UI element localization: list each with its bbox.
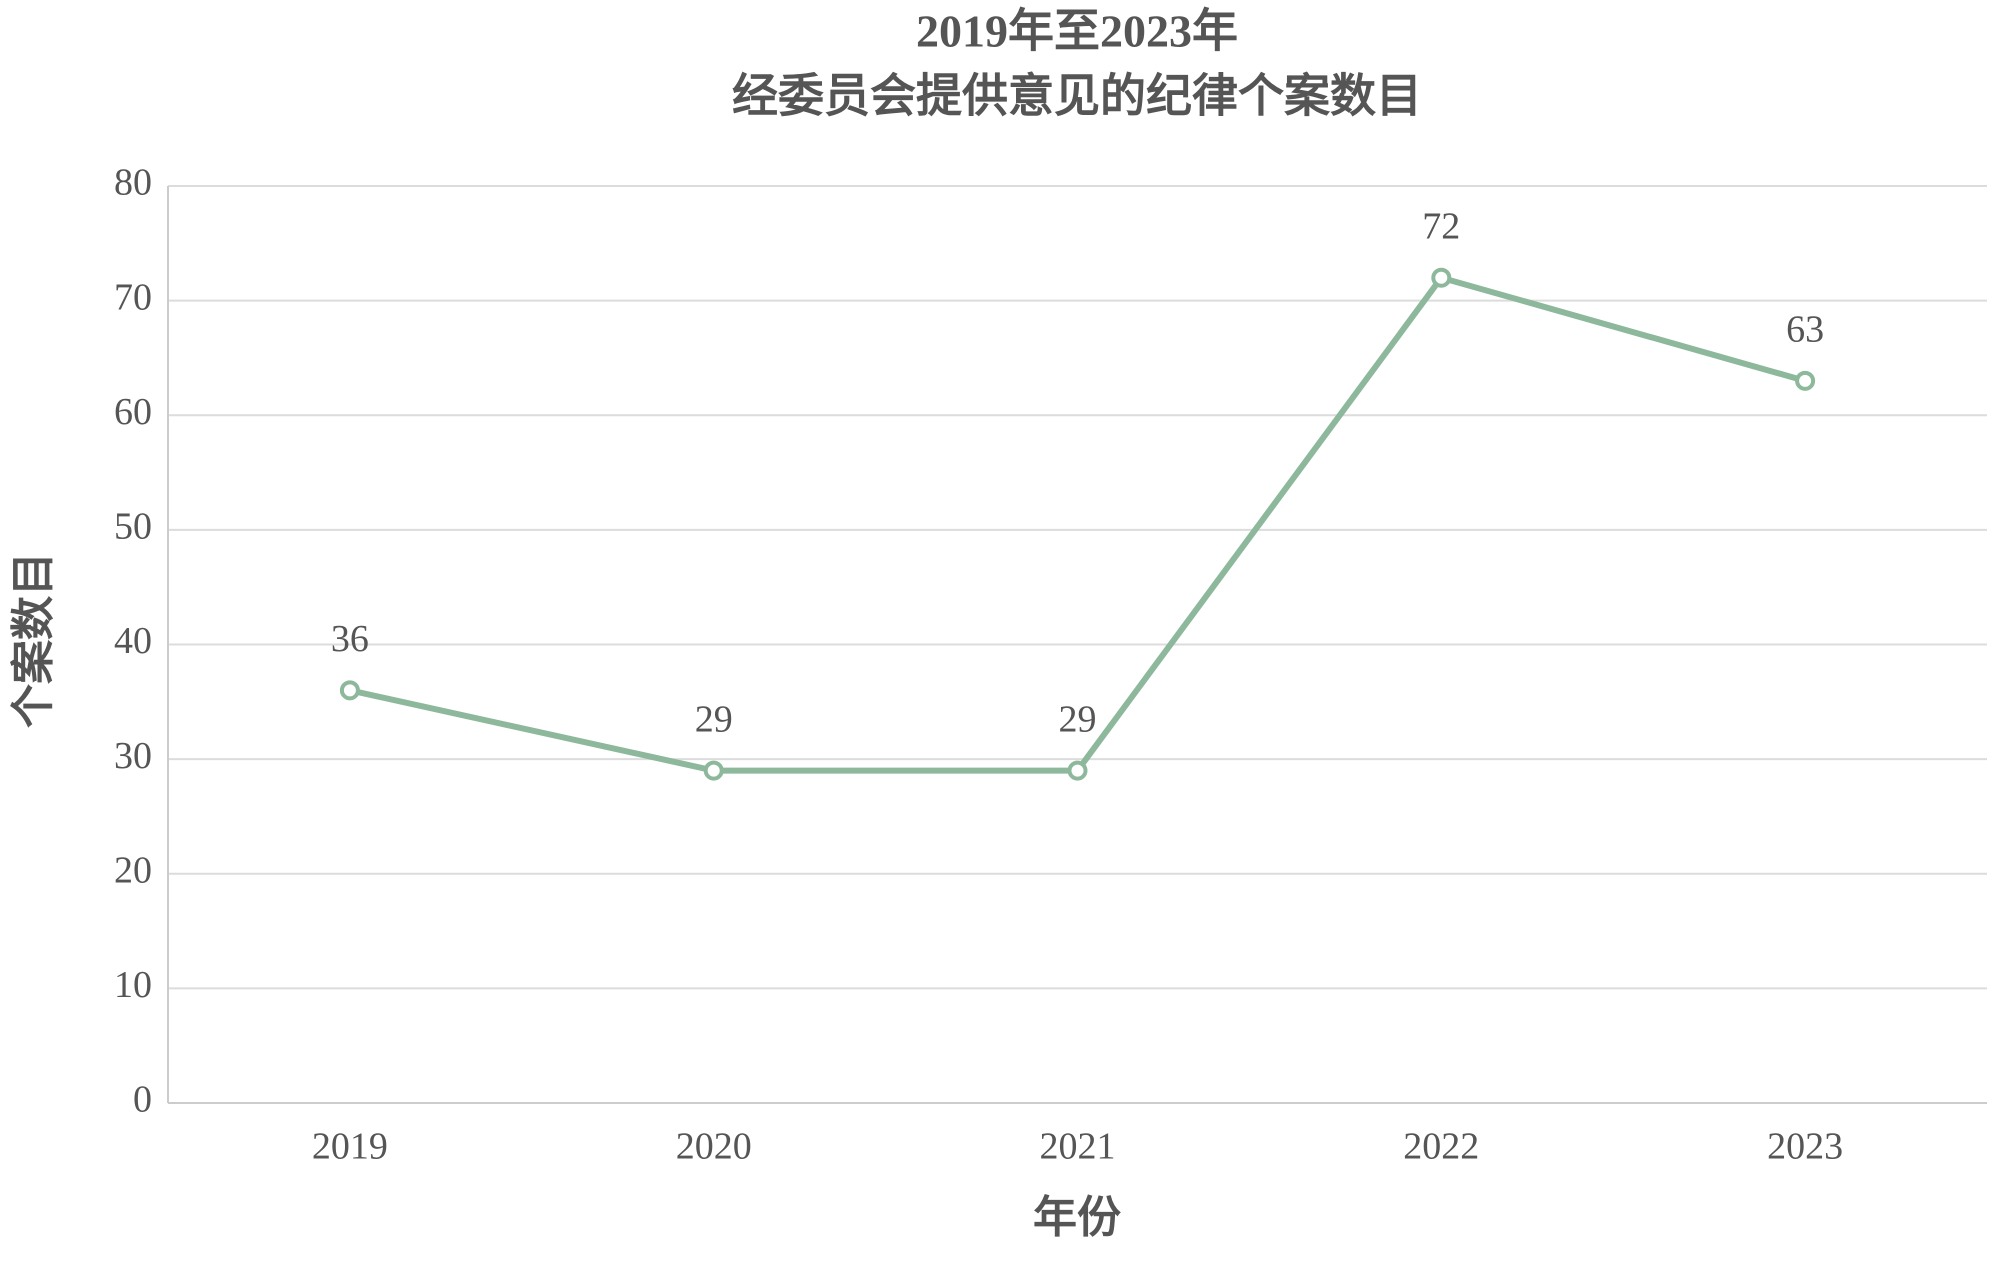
x-tick-label: 2022 [1403, 1126, 1479, 1168]
data-label: 36 [331, 618, 369, 660]
chart-title: 经委员会提供意见的纪律个案数目 [732, 71, 1422, 122]
y-tick-label: 70 [114, 276, 152, 318]
y-tick-label: 20 [114, 849, 152, 891]
y-tick-label: 80 [114, 162, 152, 204]
data-label: 63 [1786, 309, 1824, 351]
line [349, 274, 1806, 774]
marker [1795, 370, 1816, 391]
y-tick-label: 60 [114, 391, 152, 433]
y-tick-label: 50 [114, 506, 152, 548]
data-label: 29 [695, 698, 733, 740]
y-axis-title: 个案数目 [9, 552, 58, 728]
x-tick-label: 2019 [312, 1126, 388, 1168]
y-tick-label: 10 [114, 964, 152, 1006]
y-tick-label: 40 [114, 620, 152, 662]
y-tick-label: 30 [114, 735, 152, 777]
data-label: 29 [1059, 698, 1097, 740]
data-label: 72 [1422, 205, 1460, 247]
x-axis-title: 年份 [1033, 1193, 1121, 1242]
chart-title: 2019年至2023年 [916, 6, 1238, 57]
marker [1431, 267, 1452, 288]
marker [339, 680, 360, 701]
x-tick-label: 2023 [1767, 1126, 1843, 1168]
x-tick-label: 2020 [676, 1126, 752, 1168]
x-tick-label: 2021 [1040, 1126, 1116, 1168]
marker [703, 760, 724, 781]
marker [1067, 760, 1088, 781]
y-tick-label: 0 [133, 1079, 152, 1121]
